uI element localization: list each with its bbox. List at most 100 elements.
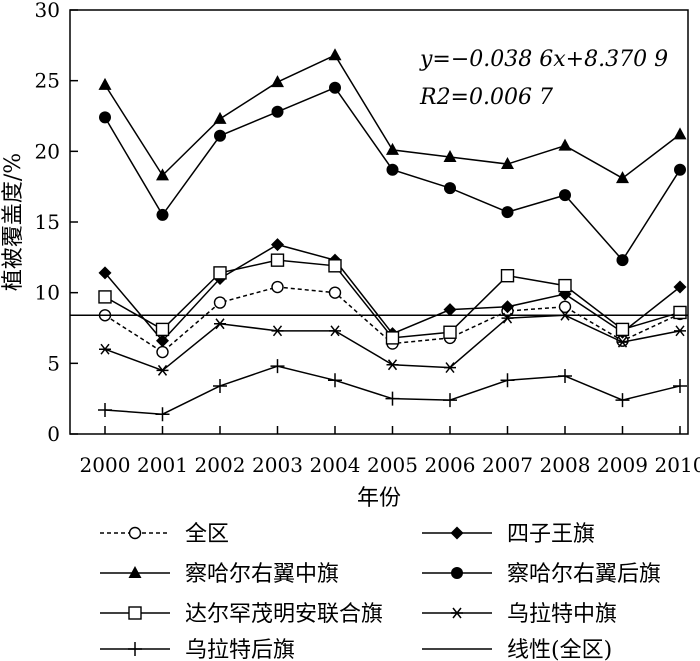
data-point <box>558 278 572 293</box>
data-point <box>98 266 112 280</box>
data-point <box>559 189 571 202</box>
data-point <box>214 129 226 142</box>
data-point <box>98 402 112 417</box>
legend-label: 察哈尔右翼中旗 <box>185 562 339 587</box>
series-2 <box>98 48 687 184</box>
data-point <box>155 407 170 422</box>
x-tick-label: 2000 <box>80 453 131 477</box>
data-point <box>501 300 514 314</box>
legend-item: 全区 <box>100 522 229 547</box>
legend-marker <box>128 642 142 656</box>
y-tick-label: 30 <box>35 0 60 22</box>
legend-item: 察哈尔右翼后旗 <box>422 562 661 587</box>
x-axis-title: 年份 <box>357 486 401 511</box>
data-point <box>156 208 169 221</box>
x-tick-label: 2006 <box>425 453 476 477</box>
data-point <box>385 331 400 345</box>
legend-item: 乌拉特后旗 <box>100 638 295 661</box>
legend-label: 乌拉特后旗 <box>185 638 295 661</box>
data-point <box>271 238 284 252</box>
x-tick-label: 2002 <box>195 453 246 477</box>
legend-label: 线性(全区) <box>507 638 612 661</box>
data-point <box>674 325 686 337</box>
data-point <box>156 334 169 348</box>
x-tick-label: 2004 <box>310 453 361 477</box>
legend-label: 四子王旗 <box>507 522 595 547</box>
x-tick-label: 2007 <box>482 453 533 477</box>
data-point <box>99 111 111 124</box>
x-tick-label: 2009 <box>597 453 648 477</box>
series-5 <box>99 309 686 376</box>
series-line <box>104 243 681 342</box>
data-point <box>500 269 515 283</box>
data-point <box>386 359 399 371</box>
legend-item: 达尔罕茂明安联合旗 <box>100 602 383 627</box>
y-axis-title: 植被覆盖度/% <box>1 153 26 291</box>
data-point <box>385 391 400 406</box>
y-tick-label: 15 <box>35 210 60 234</box>
data-point <box>328 286 342 299</box>
legend-label: 全区 <box>185 522 229 547</box>
legend-marker <box>451 607 463 619</box>
data-point <box>444 182 456 195</box>
data-point <box>271 325 284 337</box>
y-tick-label: 10 <box>35 281 60 305</box>
legend-marker <box>128 566 142 578</box>
axes: 0 5 10 15 20 25 30 2000 2001 2002 2003 2004 2005 2006… <box>35 0 700 477</box>
data-point <box>443 325 457 339</box>
data-point <box>99 343 111 355</box>
legend-marker <box>451 567 463 579</box>
data-point <box>443 393 457 408</box>
data-point <box>270 359 285 374</box>
data-point <box>558 300 572 313</box>
data-point <box>616 254 629 267</box>
data-point <box>328 259 342 273</box>
series-line <box>104 365 681 415</box>
legend-label: 达尔罕茂明安联合旗 <box>185 602 383 627</box>
series-4 <box>98 253 687 345</box>
data-point <box>156 364 169 376</box>
y-tick-label: 5 <box>47 351 60 375</box>
data-point <box>329 325 341 337</box>
data-point <box>328 48 342 61</box>
y-tick-label: 25 <box>35 69 60 93</box>
data-point <box>328 373 342 388</box>
series-6 <box>98 359 687 422</box>
legend-item: 乌拉特中旗 <box>422 602 617 627</box>
data-point <box>213 296 227 309</box>
regression-r2: R2=0.006 7 <box>419 85 553 110</box>
data-point <box>386 163 399 176</box>
data-point <box>673 305 687 320</box>
y-tick-label: 0 <box>47 422 60 446</box>
x-tick-label: 2003 <box>252 453 303 477</box>
regression-annotation: y=−0.038 6x+8.370 9 R2=0.006 7 <box>419 47 668 110</box>
data-point <box>615 393 630 408</box>
series-3 <box>99 81 686 267</box>
x-tick-label: 2001 <box>137 453 188 477</box>
data-point <box>156 345 169 359</box>
data-point <box>558 138 572 151</box>
data-point <box>329 81 341 94</box>
data-point <box>214 318 226 330</box>
regression-equation: y=−0.038 6x+8.370 9 <box>419 47 668 72</box>
y-tick-label: 20 <box>35 139 60 163</box>
legend-label: 乌拉特中旗 <box>507 602 617 627</box>
data-point <box>386 142 399 155</box>
series-layer <box>70 48 688 422</box>
data-point <box>443 303 457 317</box>
x-tick-label: 2010 <box>655 453 700 477</box>
data-point <box>673 127 687 140</box>
legend-marker <box>128 606 142 620</box>
data-point <box>444 362 456 374</box>
data-point <box>213 266 227 280</box>
data-point <box>616 336 629 348</box>
legend-item: 察哈尔右翼中旗 <box>100 562 339 587</box>
data-point <box>673 280 687 294</box>
legend-label: 察哈尔右翼后旗 <box>507 562 661 587</box>
data-point <box>501 157 514 170</box>
data-point <box>501 206 514 219</box>
legend-item: 四子王旗 <box>422 522 595 547</box>
data-point <box>616 171 629 184</box>
